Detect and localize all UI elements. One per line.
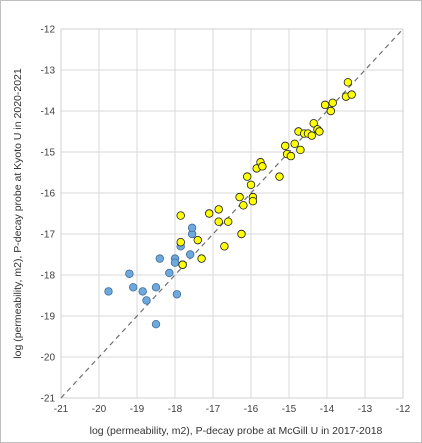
x-tick-label: -14 <box>320 404 335 415</box>
yellow-data-point <box>275 172 284 181</box>
y-tick-label: -14 <box>41 107 56 118</box>
blue-data-point <box>170 258 180 267</box>
y-tick-label: -16 <box>41 189 56 200</box>
y-tick-label: -18 <box>41 271 56 282</box>
yellow-data-point <box>281 141 290 151</box>
yellow-data-point <box>176 237 185 247</box>
data-points <box>104 78 356 329</box>
yellow-data-point <box>286 151 296 161</box>
y-tick-label: -13 <box>41 66 56 77</box>
one-to-one-reference-line <box>60 28 404 399</box>
x-tick-label: -17 <box>206 404 221 415</box>
yellow-data-point <box>315 127 324 136</box>
yellow-data-point <box>258 162 267 171</box>
yellow-data-point <box>347 90 356 99</box>
blue-data-point <box>165 268 174 278</box>
yellow-data-point <box>223 217 233 226</box>
x-tick-label: -18 <box>168 404 183 415</box>
x-axis-tick-labels: -21 -20 -19 -18 -17 -16 -15 -14 -13 -12 <box>54 404 411 415</box>
yellow-data-point <box>197 254 206 263</box>
yellow-data-point <box>235 192 244 202</box>
x-tick-label: -19 <box>130 404 145 415</box>
blue-data-point <box>142 296 151 305</box>
yellow-data-point <box>320 100 330 110</box>
y-tick-label: -21 <box>41 394 56 405</box>
blue-data-point <box>155 254 164 263</box>
yellow-data-point <box>343 78 353 87</box>
plot-area-border <box>60 28 404 399</box>
yellow-data-point <box>248 196 258 206</box>
blue-data-point <box>128 283 138 292</box>
x-tick-label: -13 <box>358 404 373 415</box>
x-axis-title: log (permeability, m2), P-decay probe at… <box>90 425 383 437</box>
y-tick-label: -20 <box>41 353 56 364</box>
blue-data-point <box>125 269 134 278</box>
yellow-data-point <box>307 131 316 140</box>
yellow-data-point <box>296 145 305 155</box>
yellow-data-point <box>246 180 256 189</box>
blue-data-point <box>104 287 113 296</box>
x-tick-label: -12 <box>396 404 411 415</box>
yellow-data-point <box>176 211 185 220</box>
yellow-data-point <box>326 106 335 116</box>
blue-data-point <box>185 250 195 259</box>
blue-data-point <box>138 287 147 296</box>
y-tick-label: -12 <box>41 25 56 36</box>
yellow-data-point <box>214 205 223 214</box>
yellow-data-point <box>242 172 252 181</box>
y-tick-label: -19 <box>41 312 56 323</box>
yellow-data-point <box>193 235 202 245</box>
blue-data-point <box>151 320 161 329</box>
x-tick-label: -16 <box>244 404 259 415</box>
yellow-data-point <box>290 139 299 148</box>
y-axis-title: log (permeability, m2), P-decay probe at… <box>12 68 24 359</box>
yellow-data-point <box>220 242 229 251</box>
x-tick-label: -15 <box>282 404 297 415</box>
yellow-data-point <box>328 98 337 107</box>
yellow-data-point <box>237 229 246 239</box>
blue-data-point <box>172 290 182 299</box>
y-tick-label: -17 <box>41 230 56 241</box>
yellow-data-point <box>214 217 223 226</box>
yellow-data-point <box>239 201 248 210</box>
blue-data-point <box>187 223 197 233</box>
y-tick-label: -15 <box>41 148 56 159</box>
yellow-data-point <box>204 209 214 218</box>
x-tick-label: -21 <box>54 404 69 415</box>
blue-data-point <box>151 283 161 292</box>
y-axis-tick-labels: -21 -20 -19 -18 -17 -16 -15 -14 -13 -12 <box>41 25 56 405</box>
yellow-data-point <box>309 119 318 128</box>
x-tick-label: -20 <box>92 404 107 415</box>
yellow-data-point <box>178 260 187 269</box>
